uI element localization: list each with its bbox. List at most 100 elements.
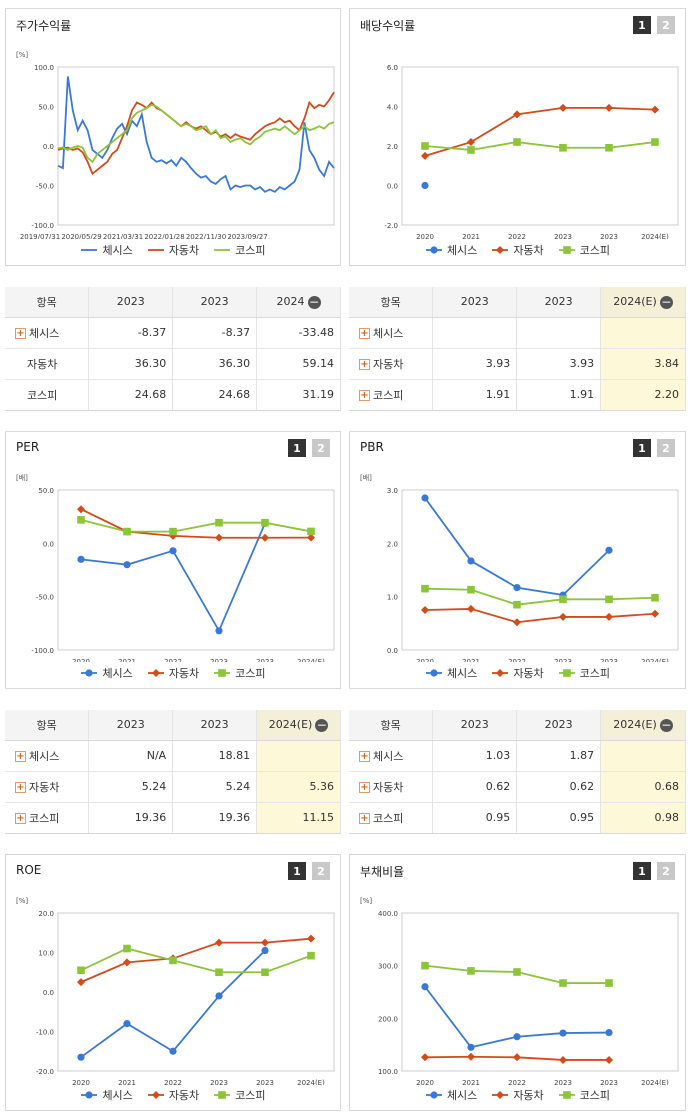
tab-1[interactable]: 1 (633, 16, 651, 34)
legend-marker (492, 246, 509, 254)
expand-icon[interactable]: + (359, 359, 370, 370)
tab-2[interactable]: 2 (657, 16, 675, 34)
table-row: + 코스피 19.36 19.36 11.15 (5, 802, 341, 834)
series-line (80, 937, 312, 983)
legend-item[interactable]: 자동차 (147, 1087, 199, 1103)
y-tick-label: -10.0 (36, 1029, 54, 1037)
legend-marker (81, 249, 98, 251)
y-tick-label: -2.0 (384, 222, 398, 230)
expand-icon[interactable]: + (15, 751, 26, 762)
collapse-icon[interactable]: − (307, 294, 321, 309)
legend-item[interactable]: 코스피 (558, 242, 610, 258)
expand-icon[interactable]: + (359, 813, 370, 824)
data-point (215, 627, 223, 635)
table-row: + 자동차 3.93 3.93 3.84 (349, 348, 686, 380)
tab-1[interactable]: 1 (288, 439, 306, 457)
row-label: 자동차 (27, 357, 58, 371)
y-tick-label: 100.0 (378, 1068, 398, 1076)
series-line (80, 947, 312, 974)
series-0 (421, 983, 613, 1051)
row-label: 체시스 (373, 749, 404, 763)
tab-2[interactable]: 2 (657, 439, 675, 457)
legend-item[interactable]: 체시스 (80, 242, 133, 258)
expand-icon[interactable]: + (15, 328, 26, 339)
legend-item[interactable]: 자동차 (491, 242, 544, 258)
tab-group: 1 2 (288, 439, 330, 457)
legend-item[interactable]: 체시스 (80, 1087, 133, 1103)
legend-item[interactable]: 자동차 (491, 1087, 544, 1103)
legend-item[interactable]: 코스피 (213, 665, 266, 681)
tab-1[interactable]: 1 (633, 862, 651, 880)
x-tick-label: 2020 (416, 658, 434, 662)
expand-icon[interactable]: + (15, 782, 26, 793)
legend-marker (147, 249, 164, 251)
tab-2[interactable]: 2 (657, 862, 675, 880)
table-header-label: 항목 (349, 287, 434, 318)
collapse-icon[interactable]: − (659, 294, 673, 309)
legend-item[interactable]: 코스피 (213, 242, 266, 258)
series-2 (77, 516, 315, 536)
table-header-row: 항목 2023 2023 2024− (5, 287, 341, 318)
table-row: 코스피 24.68 24.68 31.19 (5, 379, 341, 411)
expand-icon[interactable]: + (359, 751, 370, 762)
table-cell: 5.24 (172, 771, 258, 803)
legend-marker-shape (496, 669, 505, 677)
data-point (513, 1033, 521, 1041)
y-tick-label: 1.0 (387, 594, 398, 602)
expand-icon[interactable]: + (359, 782, 370, 793)
legend-item[interactable]: 체시스 (425, 242, 477, 258)
x-tick-label: 2023 (600, 1079, 618, 1085)
table-cell: 5.36 (256, 771, 341, 803)
legend-marker-shape (430, 669, 438, 677)
y-tick-label: -50.0 (36, 594, 54, 602)
series-0 (77, 946, 269, 1061)
tab-2[interactable]: 2 (312, 862, 330, 880)
legend-item[interactable]: 코스피 (558, 1087, 610, 1103)
legend-item[interactable]: 체시스 (425, 665, 477, 681)
row-label: 체시스 (373, 326, 404, 340)
expand-icon[interactable]: + (15, 813, 26, 824)
per-chart: [배] 50.0 0.0 -50.0 -100.0 2020 2021 2022 2023 202… (16, 473, 335, 662)
legend-marker-shape (430, 246, 438, 254)
legend-label: 체시스 (102, 667, 133, 680)
x-tick-label: 2022 (164, 1079, 182, 1085)
data-point (467, 146, 475, 154)
data-point (467, 585, 475, 594)
table-cell: 18.81 (172, 740, 258, 772)
legend-item[interactable]: 체시스 (80, 665, 133, 681)
table-row: + 자동차 5.24 5.24 5.36 (5, 771, 341, 803)
table-cell: 2.20 (600, 379, 686, 411)
legend-marker (558, 246, 575, 254)
tab-1[interactable]: 1 (288, 862, 306, 880)
data-point (421, 1053, 429, 1062)
legend-item[interactable]: 코스피 (213, 1087, 266, 1103)
x-tick-label: 2024(E) (641, 658, 669, 662)
data-point (467, 138, 475, 147)
chart-legend: 체시스 자동차 코스피 (6, 665, 340, 681)
y-tick-label: 200.0 (378, 1015, 398, 1023)
data-point (467, 1052, 475, 1061)
legend-marker (81, 1091, 98, 1099)
table-cell: 0.98 (600, 802, 686, 834)
collapse-icon[interactable]: − (659, 717, 673, 732)
table-cell: 3.84 (600, 348, 686, 380)
legend-item[interactable]: 체시스 (425, 1087, 477, 1103)
tab-2[interactable]: 2 (312, 439, 330, 457)
x-tick-label: 2023 (210, 1079, 228, 1085)
legend-item[interactable]: 자동차 (147, 665, 199, 681)
data-point (123, 1020, 131, 1028)
collapse-icon[interactable]: − (315, 717, 329, 732)
table-header: 2023 (172, 287, 258, 318)
legend-item[interactable]: 자동차 (147, 242, 199, 258)
legend-item[interactable]: 코스피 (558, 665, 610, 681)
legend-item[interactable]: 자동차 (491, 665, 544, 681)
tab-1[interactable]: 1 (633, 439, 651, 457)
expand-icon[interactable]: + (359, 328, 370, 339)
debt-ratio-panel: 부채비율 1 2 [%] 400.0 300.0 200.0 100.0 2020 2021… (349, 854, 686, 1111)
series-0 (421, 181, 429, 190)
x-tick-label: 2024(E) (297, 1079, 325, 1085)
expand-icon[interactable]: + (359, 390, 370, 401)
x-tick-label: 2022 (508, 233, 526, 239)
unit-label: [%] (16, 51, 28, 59)
chart-legend: 체시스 자동차 코스피 (350, 665, 685, 681)
